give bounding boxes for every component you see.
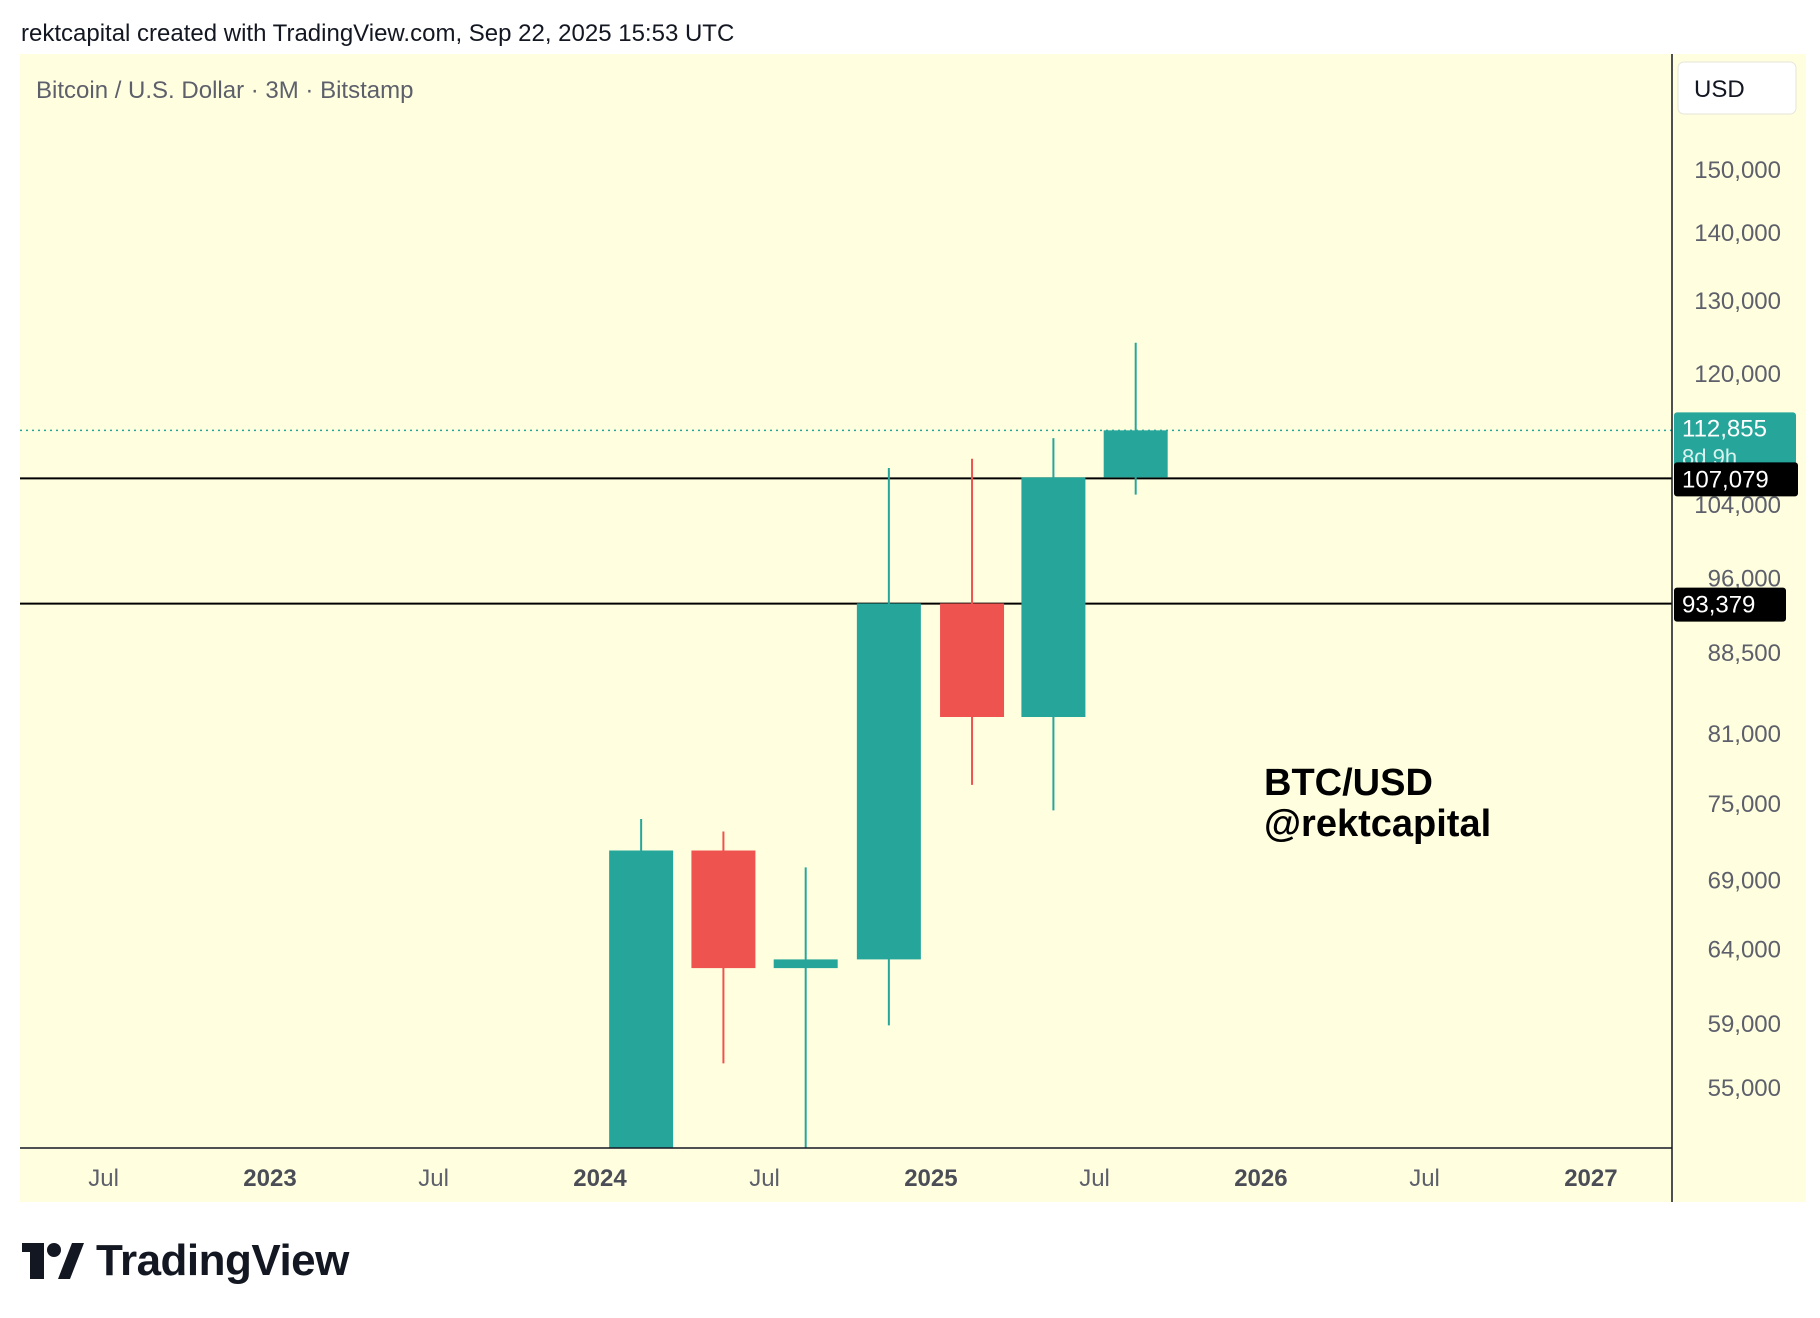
- candle-body: [856, 603, 921, 960]
- level-price-label-bg: [1674, 462, 1798, 497]
- currency-button-label[interactable]: USD: [1694, 76, 1745, 103]
- last-price-label-bg: [1674, 412, 1796, 475]
- y-tick-label: 64,000: [1708, 936, 1781, 963]
- x-tick-label: 2027: [1564, 1165, 1617, 1192]
- horizontal-levels: [20, 429, 1672, 605]
- candle-body: [691, 850, 756, 969]
- y-tick-label: 55,000: [1708, 1075, 1781, 1102]
- x-tick-label: Jul: [88, 1165, 119, 1192]
- x-tick-label: Jul: [749, 1165, 780, 1192]
- x-tick-label: Jul: [1409, 1165, 1440, 1192]
- candle-body: [773, 959, 838, 969]
- candle-body: [940, 603, 1005, 718]
- y-tick-label: 81,000: [1708, 721, 1781, 748]
- tradingview-logo-icon: [22, 1243, 84, 1279]
- candles-layer: [609, 342, 1168, 1148]
- level-price-label: 93,379: [1682, 592, 1755, 619]
- y-tick-label: 140,000: [1694, 220, 1781, 247]
- x-tick-label: 2024: [573, 1165, 627, 1192]
- y-tick-label: 69,000: [1708, 868, 1781, 895]
- watermark-handle: @rektcapital: [1264, 803, 1491, 845]
- x-tick-label: 2026: [1234, 1165, 1287, 1192]
- y-tick-label: 59,000: [1708, 1011, 1781, 1038]
- x-tick-label: Jul: [418, 1165, 449, 1192]
- y-tick-label: 150,000: [1694, 157, 1781, 184]
- last-price-label: 112,855: [1682, 415, 1767, 442]
- y-tick-label: 75,000: [1708, 791, 1781, 818]
- candle-body: [609, 850, 674, 1148]
- candle-body: [1103, 430, 1168, 478]
- level-price-label-bg: [1674, 587, 1786, 622]
- watermark-title: BTC/USD: [1264, 762, 1433, 804]
- level-price-label: 107,079: [1682, 466, 1769, 493]
- tradingview-wordmark: TradingView: [96, 1236, 349, 1285]
- x-tick-label: Jul: [1079, 1165, 1110, 1192]
- tradingview-brand[interactable]: TradingView: [22, 1236, 349, 1286]
- y-tick-label: 88,500: [1708, 640, 1781, 667]
- y-tick-label: 104,000: [1694, 492, 1781, 519]
- currency-button[interactable]: USD: [1677, 61, 1797, 115]
- candle-body: [1021, 477, 1086, 718]
- y-tick-label: 120,000: [1694, 361, 1781, 388]
- pane-title: Bitcoin / U.S. Dollar · 3M · Bitstamp: [36, 77, 413, 104]
- x-tick-label: 2025: [904, 1165, 957, 1192]
- axes-layer: 55,000 59,000 64,000 69,000 75,000 81,000 88,5…: [20, 54, 1781, 1202]
- x-tick-label: 2023: [243, 1165, 296, 1192]
- chart-header: rektcapital created with TradingView.com…: [21, 20, 735, 47]
- y-tick-label: 130,000: [1694, 288, 1781, 315]
